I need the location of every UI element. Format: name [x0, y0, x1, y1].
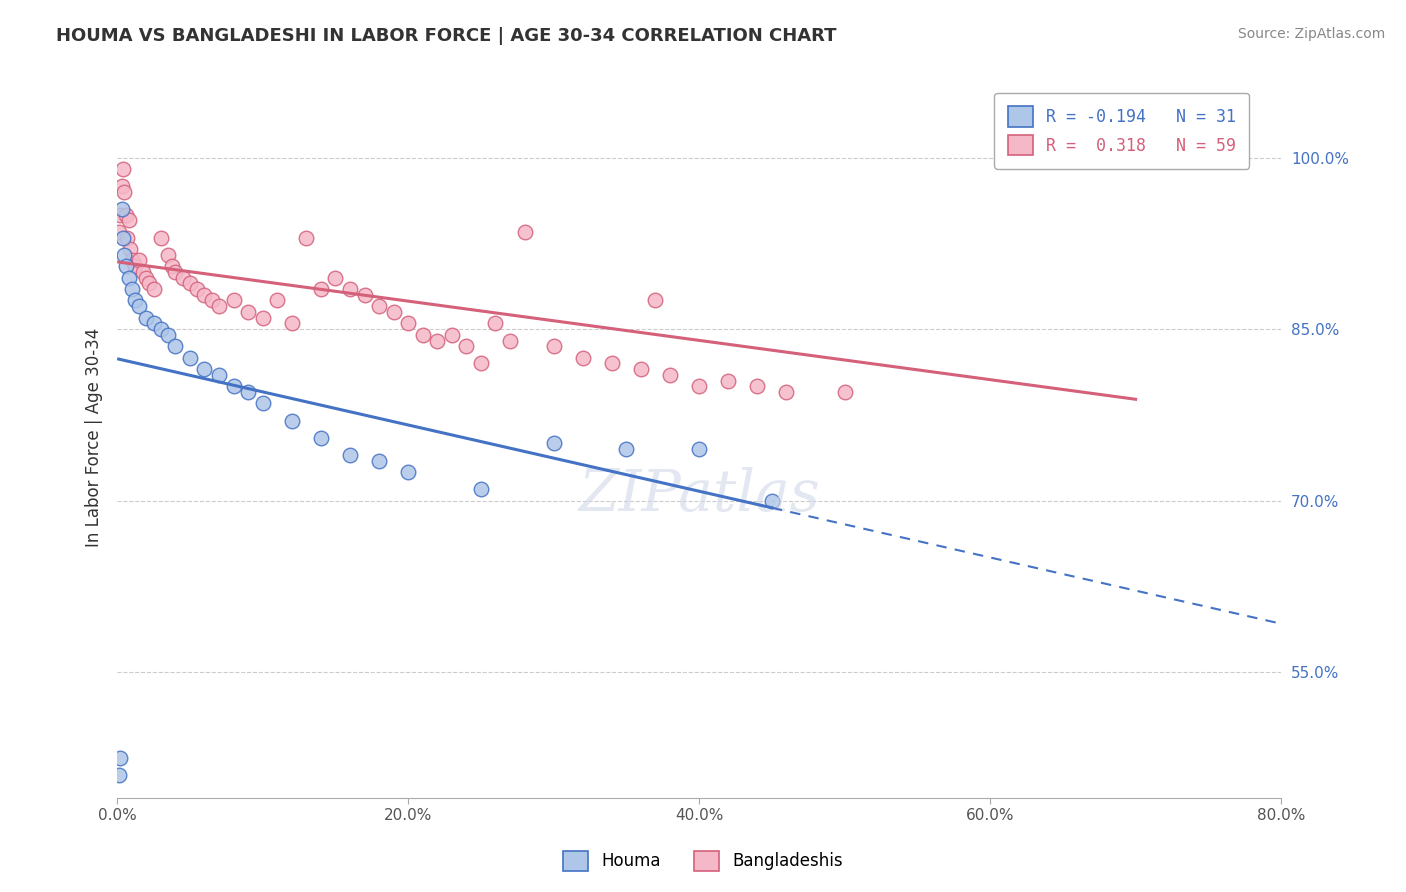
- Point: [118, 213, 141, 227]
- Point: [128, 253, 150, 268]
- Point: [193, 362, 215, 376]
- Point: [353, 287, 375, 301]
- Point: [142, 317, 165, 331]
- Point: [208, 368, 231, 382]
- Point: [118, 270, 141, 285]
- Point: [309, 282, 332, 296]
- Point: [396, 465, 419, 479]
- Point: [659, 368, 682, 382]
- Point: [110, 202, 132, 216]
- Point: [325, 270, 347, 285]
- Point: [543, 339, 565, 353]
- Point: [135, 270, 157, 285]
- Point: [616, 442, 638, 457]
- Point: [644, 293, 666, 308]
- Point: [1125, 139, 1147, 153]
- Point: [172, 270, 194, 285]
- Point: [266, 293, 288, 308]
- Point: [484, 317, 506, 331]
- Point: [222, 379, 245, 393]
- Point: [571, 351, 593, 365]
- Point: [124, 259, 146, 273]
- Point: [688, 379, 710, 393]
- Point: [440, 327, 463, 342]
- Point: [162, 259, 184, 273]
- Y-axis label: In Labor Force | Age 30-34: In Labor Force | Age 30-34: [86, 328, 103, 548]
- Text: ZIPatlas: ZIPatlas: [578, 467, 820, 524]
- Point: [543, 436, 565, 450]
- Point: [132, 265, 155, 279]
- Point: [135, 310, 157, 325]
- Point: [110, 179, 132, 194]
- Legend: Houma, Bangladeshis: Houma, Bangladeshis: [554, 842, 852, 880]
- Point: [149, 322, 172, 336]
- Point: [470, 356, 492, 370]
- Point: [165, 265, 187, 279]
- Point: [111, 230, 134, 244]
- Point: [688, 442, 710, 457]
- Point: [761, 493, 783, 508]
- Point: [717, 374, 740, 388]
- Point: [412, 327, 434, 342]
- Point: [121, 253, 143, 268]
- Point: [121, 282, 143, 296]
- Point: [157, 327, 180, 342]
- Point: [128, 299, 150, 313]
- Point: [165, 339, 187, 353]
- Point: [382, 305, 405, 319]
- Point: [775, 384, 797, 399]
- Point: [281, 414, 304, 428]
- Point: [499, 334, 522, 348]
- Point: [600, 356, 623, 370]
- Point: [396, 317, 419, 331]
- Point: [456, 339, 478, 353]
- Point: [368, 299, 391, 313]
- Point: [295, 230, 318, 244]
- Point: [115, 259, 138, 273]
- Point: [117, 230, 139, 244]
- Point: [186, 282, 208, 296]
- Point: [120, 242, 142, 256]
- Point: [222, 293, 245, 308]
- Point: [114, 248, 136, 262]
- Text: HOUMA VS BANGLADESHI IN LABOR FORCE | AGE 30-34 CORRELATION CHART: HOUMA VS BANGLADESHI IN LABOR FORCE | AG…: [56, 27, 837, 45]
- Point: [834, 384, 856, 399]
- Point: [236, 305, 259, 319]
- Point: [157, 248, 180, 262]
- Point: [368, 453, 391, 467]
- Point: [142, 282, 165, 296]
- Text: Source: ZipAtlas.com: Source: ZipAtlas.com: [1237, 27, 1385, 41]
- Point: [309, 431, 332, 445]
- Point: [201, 293, 224, 308]
- Point: [470, 482, 492, 496]
- Point: [108, 208, 131, 222]
- Point: [630, 362, 652, 376]
- Point: [252, 396, 274, 410]
- Point: [193, 287, 215, 301]
- Point: [339, 448, 361, 462]
- Point: [149, 230, 172, 244]
- Point: [513, 225, 536, 239]
- Point: [107, 225, 129, 239]
- Point: [236, 384, 259, 399]
- Point: [179, 351, 201, 365]
- Point: [281, 317, 304, 331]
- Point: [108, 751, 131, 765]
- Point: [115, 208, 138, 222]
- Point: [208, 299, 231, 313]
- Point: [124, 293, 146, 308]
- Point: [339, 282, 361, 296]
- Point: [107, 768, 129, 782]
- Point: [747, 379, 769, 393]
- Point: [252, 310, 274, 325]
- Point: [426, 334, 449, 348]
- Point: [114, 185, 136, 199]
- Point: [179, 277, 201, 291]
- Point: [111, 161, 134, 176]
- Point: [138, 277, 160, 291]
- Legend: R = -0.194   N = 31, R =  0.318   N = 59: R = -0.194 N = 31, R = 0.318 N = 59: [994, 93, 1250, 169]
